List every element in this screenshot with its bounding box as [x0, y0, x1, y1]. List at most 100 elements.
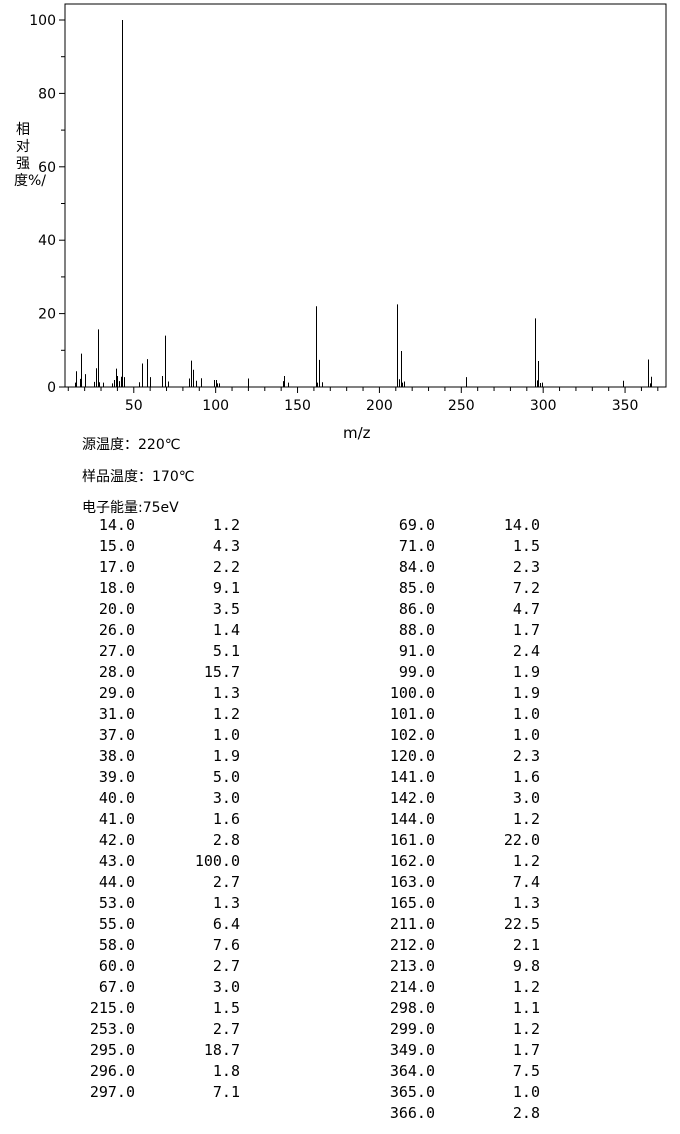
- intensity-value: 4.3: [212, 537, 240, 555]
- x-tick-label: 150: [284, 398, 311, 414]
- mz-value: 37.0: [98, 726, 135, 744]
- intensity-value: 2.7: [212, 957, 240, 975]
- sample-temperature: 样品温度：170℃: [82, 469, 195, 485]
- intensity-value: 100.0: [194, 852, 240, 870]
- intensity-value: 9.1: [212, 579, 240, 597]
- table-row: 27.0 5.1: [60, 641, 240, 662]
- intensity-value: 1.2: [212, 516, 240, 534]
- mz-value: 162.0: [389, 852, 435, 870]
- mz-value: 163.0: [389, 873, 435, 891]
- table-row: 99.0 1.9: [360, 662, 540, 683]
- intensity-value: 1.2: [512, 810, 540, 828]
- y-tick-label: 80: [38, 86, 56, 102]
- x-tick-label: 100: [202, 398, 229, 414]
- mz-value: 60.0: [98, 957, 135, 975]
- table-row: 41.0 1.6: [60, 809, 240, 830]
- table-row: 17.0 2.2: [60, 557, 240, 578]
- x-tick-label: 250: [448, 398, 475, 414]
- table-row: 18.0 9.1: [60, 578, 240, 599]
- table-row: 42.0 2.8: [60, 830, 240, 851]
- table-row: 297.0 7.1: [60, 1082, 240, 1103]
- intensity-value: 2.1: [512, 936, 540, 954]
- table-row: 101.0 1.0: [360, 704, 540, 725]
- mz-value: 85.0: [398, 579, 435, 597]
- electron-energy: 电子能量:75eV: [82, 500, 179, 516]
- intensity-value: 15.7: [203, 663, 240, 681]
- table-row: 211.0 22.5: [360, 914, 540, 935]
- mz-value: 53.0: [98, 894, 135, 912]
- intensity-value: 2.2: [212, 558, 240, 576]
- table-row: 102.0 1.0: [360, 725, 540, 746]
- intensity-value: 1.0: [512, 1083, 540, 1101]
- mz-value: 349.0: [389, 1041, 435, 1059]
- table-row: 214.0 1.2: [360, 977, 540, 998]
- intensity-value: 2.3: [512, 747, 540, 765]
- mz-value: 39.0: [98, 768, 135, 786]
- intensity-value: 1.3: [512, 894, 540, 912]
- intensity-value: 1.9: [512, 663, 540, 681]
- mz-value: 38.0: [98, 747, 135, 765]
- table-row: 161.0 22.0: [360, 830, 540, 851]
- mz-value: 88.0: [398, 621, 435, 639]
- table-row: 20.0 3.5: [60, 599, 240, 620]
- mz-value: 141.0: [389, 768, 435, 786]
- x-axis-label: m/z: [343, 424, 371, 442]
- mz-value: 366.0: [389, 1104, 435, 1122]
- table-row: 212.0 2.1: [360, 935, 540, 956]
- mz-value: 99.0: [398, 663, 435, 681]
- table-row: 215.0 1.5: [60, 998, 240, 1019]
- intensity-value: 1.6: [512, 768, 540, 786]
- intensity-value: 4.7: [512, 600, 540, 618]
- intensity-value: 1.7: [512, 1041, 540, 1059]
- table-row: 349.0 1.7: [360, 1040, 540, 1061]
- y-tick-label: 60: [38, 160, 56, 176]
- x-tick-label: 300: [530, 398, 557, 414]
- mz-value: 18.0: [98, 579, 135, 597]
- intensity-value: 1.7: [512, 621, 540, 639]
- mz-value: 86.0: [398, 600, 435, 618]
- mz-value: 55.0: [98, 915, 135, 933]
- mz-value: 165.0: [389, 894, 435, 912]
- mz-value: 91.0: [398, 642, 435, 660]
- mz-value: 84.0: [398, 558, 435, 576]
- intensity-value: 2.7: [212, 1020, 240, 1038]
- mz-value: 253.0: [89, 1020, 135, 1038]
- mz-value: 120.0: [389, 747, 435, 765]
- table-row: 253.0 2.7: [60, 1019, 240, 1040]
- intensity-value: 1.9: [512, 684, 540, 702]
- table-row: 55.0 6.4: [60, 914, 240, 935]
- table-row: 165.0 1.3: [360, 893, 540, 914]
- peak-table-right: 69.0 14.0 71.0 1.5 84.0 2.3 85.0 7.2 86.0 4.7 88.0…: [360, 515, 540, 1124]
- intensity-value: 9.8: [512, 957, 540, 975]
- mz-value: 298.0: [389, 999, 435, 1017]
- mz-value: 15.0: [98, 537, 135, 555]
- table-row: 38.0 1.9: [60, 746, 240, 767]
- table-row: 296.0 1.8: [60, 1061, 240, 1082]
- mz-value: 102.0: [389, 726, 435, 744]
- mz-value: 144.0: [389, 810, 435, 828]
- table-row: 84.0 2.3: [360, 557, 540, 578]
- table-row: 71.0 1.5: [360, 536, 540, 557]
- intensity-value: 3.0: [212, 978, 240, 996]
- intensity-value: 1.0: [512, 726, 540, 744]
- y-tick-label: 0: [47, 380, 56, 396]
- table-row: 15.0 4.3: [60, 536, 240, 557]
- intensity-value: 1.0: [212, 726, 240, 744]
- intensity-value: 6.4: [212, 915, 240, 933]
- table-row: 299.0 1.2: [360, 1019, 540, 1040]
- intensity-value: 3.0: [212, 789, 240, 807]
- table-row: 39.0 5.0: [60, 767, 240, 788]
- table-row: 144.0 1.2: [360, 809, 540, 830]
- table-row: 58.0 7.6: [60, 935, 240, 956]
- intensity-value: 1.6: [212, 810, 240, 828]
- mass-spectrum-chart: 0 20 40 60 80 100 50 100 150 200 250 300 350: [29, 3, 667, 414]
- mz-value: 211.0: [389, 915, 435, 933]
- intensity-value: 1.3: [212, 684, 240, 702]
- table-row: 365.0 1.0: [360, 1082, 540, 1103]
- x-tick-label: 50: [125, 398, 143, 414]
- intensity-value: 1.3: [212, 894, 240, 912]
- x-tick-label: 200: [366, 398, 393, 414]
- table-row: 91.0 2.4: [360, 641, 540, 662]
- intensity-value: 7.4: [512, 873, 540, 891]
- intensity-value: 1.5: [512, 537, 540, 555]
